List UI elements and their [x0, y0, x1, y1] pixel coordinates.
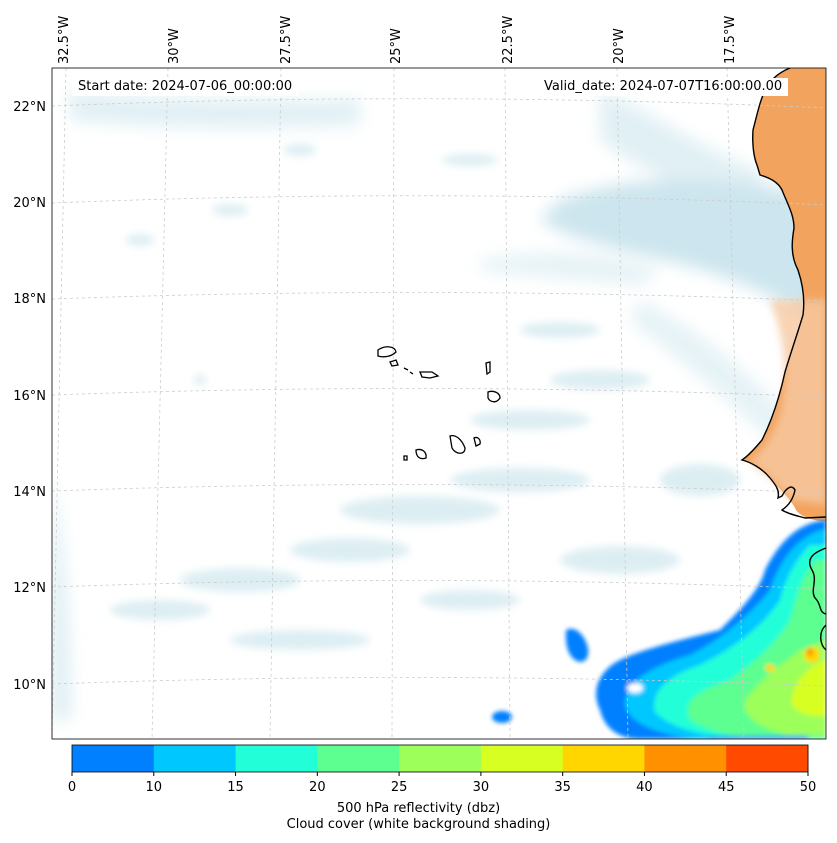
- colorbar-segment: [399, 745, 482, 772]
- lat-label: 14°N: [13, 485, 46, 500]
- colorbar-tick-label: 0: [68, 780, 76, 795]
- valid-date-label: Valid_date: 2024-07-07T16:00:00.00: [538, 78, 789, 96]
- lat-label: 16°N: [13, 389, 46, 404]
- lon-label: 20°W: [612, 28, 627, 64]
- colorbar: 0 10 15 20 25 30 35 40 45 50: [68, 744, 817, 795]
- colorbar-tick-label: 30: [473, 780, 490, 795]
- colorbar-segment: [317, 745, 400, 772]
- colorbar-tick-label: 35: [554, 780, 571, 795]
- colorbar-segment: [153, 745, 237, 772]
- lon-label: 17.5°W: [723, 16, 738, 64]
- colorbar-tick-label: 40: [636, 780, 653, 795]
- lat-label: 22°N: [13, 100, 46, 115]
- colorbar-tick-label: 10: [146, 780, 163, 795]
- africa-coastal-shading: [748, 300, 826, 505]
- colorbar-segment: [480, 745, 564, 772]
- cloud-cover-layer: [52, 90, 826, 720]
- colorbar-tick-label: 25: [391, 780, 408, 795]
- map-frame: [51, 67, 827, 740]
- lon-label: 22.5°W: [501, 16, 516, 64]
- colorbar-segment: [562, 745, 645, 772]
- lon-label: 30°W: [167, 28, 182, 64]
- colorbar-tick-label: 50: [800, 780, 817, 795]
- graticule: [52, 68, 826, 739]
- colorbar-frame: [71, 744, 809, 773]
- lon-label: 32.5°W: [57, 16, 72, 64]
- africa-coastline: [740, 68, 826, 519]
- cape-verde-islands: [377, 346, 501, 461]
- lat-label: 10°N: [13, 678, 46, 693]
- start-date-label: Start date: 2024-07-06_00:00:00: [72, 78, 299, 96]
- colorbar-label-reflectivity: 500 hPa reflectivity (dbz): [336, 801, 501, 816]
- reflectivity-layer: [492, 520, 826, 739]
- lon-label: 25°W: [389, 28, 404, 64]
- colorbar-segment: [235, 745, 318, 772]
- lat-label: 12°N: [13, 581, 46, 596]
- colorbar-label-cloud-cover: Cloud cover (white background shading): [286, 817, 551, 832]
- colorbar-title: 500 hPa reflectivity (dbz) Cloud cover (…: [0, 801, 837, 833]
- lat-label: 20°N: [13, 196, 46, 211]
- colorbar-tick-label: 20: [309, 780, 326, 795]
- guinea-coastline: [808, 547, 826, 651]
- colorbar-tick-label: 45: [718, 780, 735, 795]
- latitude-labels: 22°N 20°N 18°N 16°N 14°N 12°N 10°N: [13, 100, 46, 693]
- colorbar-segment: [726, 745, 809, 772]
- lon-label: 27.5°W: [279, 16, 294, 64]
- colorbar-tick-label: 15: [227, 780, 244, 795]
- colorbar-segment: [644, 745, 727, 772]
- cloud-streaks-layer: [110, 144, 740, 650]
- lat-label: 18°N: [13, 292, 46, 307]
- longitude-labels: 32.5°W 30°W 27.5°W 25°W 22.5°W 20°W 17.5…: [57, 16, 738, 64]
- colorbar-segment: [72, 745, 155, 772]
